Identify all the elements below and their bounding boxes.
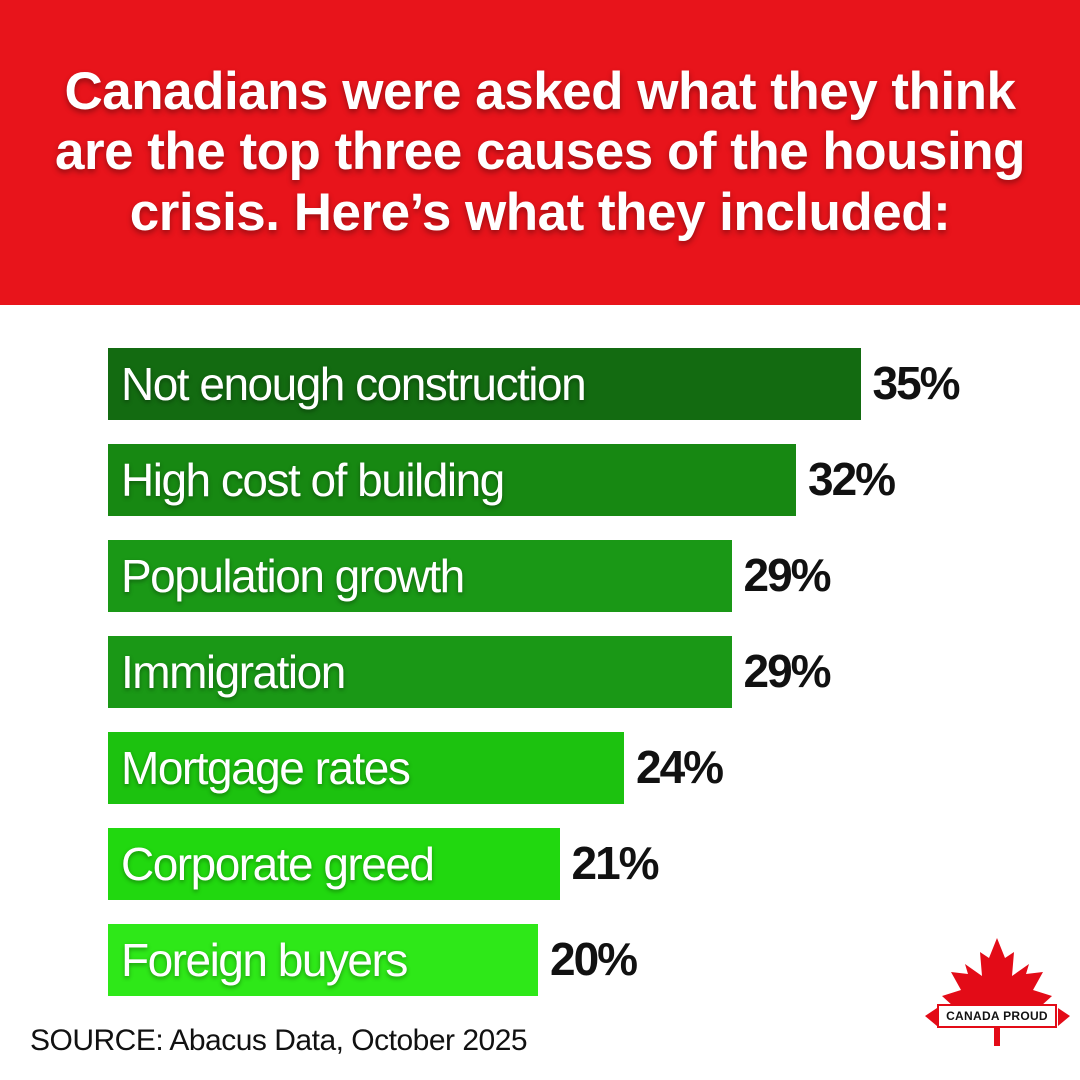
bar: Not enough construction bbox=[108, 348, 861, 420]
bar-value-label: 32% bbox=[808, 453, 896, 505]
bar: Population growth bbox=[108, 540, 732, 612]
bar-value-label: 35% bbox=[872, 357, 961, 409]
bar-value-label: 24% bbox=[636, 741, 724, 793]
page-title: Canadians were asked what they think are… bbox=[54, 61, 1026, 242]
bar-value-label: 21% bbox=[571, 837, 660, 889]
bar-label: High cost of building bbox=[121, 454, 505, 506]
canada-proud-logo: CANADA PROUD bbox=[925, 930, 1070, 1050]
bar: Immigration bbox=[108, 636, 732, 708]
bar: Corporate greed bbox=[108, 828, 560, 900]
logo-banner: CANADA PROUD bbox=[937, 1004, 1057, 1028]
bar-label: Population growth bbox=[121, 550, 465, 602]
bar-value-label: 20% bbox=[550, 933, 638, 985]
maple-leaf-icon bbox=[925, 938, 1070, 1046]
bar-chart: Not enough construction 35% High cost of b… bbox=[0, 330, 1080, 1020]
bar-label: Mortgage rates bbox=[121, 742, 411, 794]
bar-value-label: 29% bbox=[743, 549, 832, 601]
bar: Mortgage rates bbox=[108, 732, 624, 804]
bar-value-label: 29% bbox=[743, 645, 832, 697]
logo-text: CANADA PROUD bbox=[946, 1009, 1048, 1023]
bar-label: Immigration bbox=[121, 646, 346, 698]
bar: High cost of building bbox=[108, 444, 796, 516]
source-note: SOURCE: Abacus Data, October 2025 bbox=[30, 1024, 528, 1057]
header-banner: Canadians were asked what they think are… bbox=[0, 0, 1080, 305]
bar-label: Foreign buyers bbox=[121, 934, 408, 986]
bar: Foreign buyers bbox=[108, 924, 538, 996]
bar-label: Corporate greed bbox=[121, 838, 435, 890]
bar-label: Not enough construction bbox=[121, 358, 587, 410]
